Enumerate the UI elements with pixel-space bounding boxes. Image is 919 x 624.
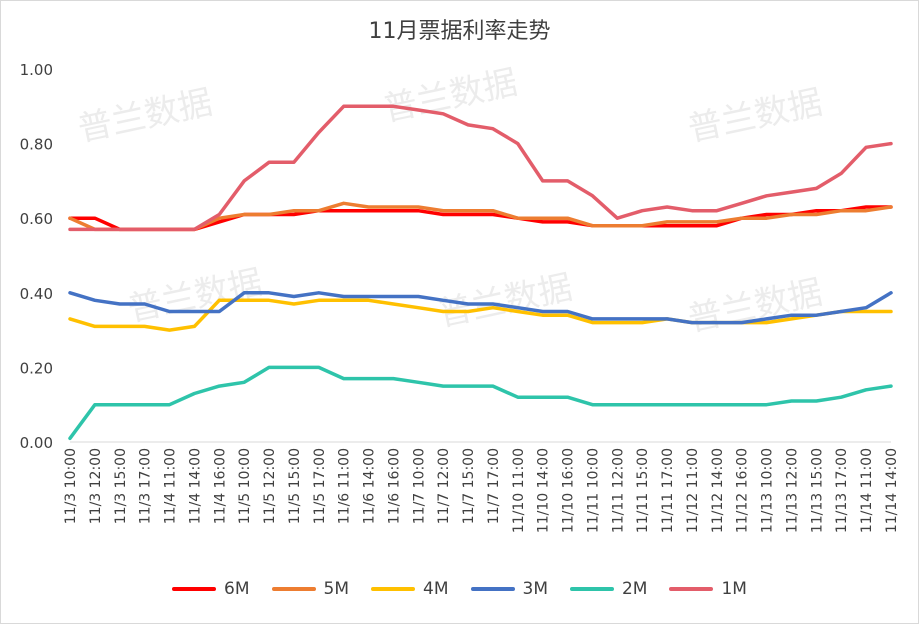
x-tick-label: 11/6 11:00: [337, 448, 353, 524]
chart-title: 11月票据利率走势: [368, 19, 551, 44]
x-tick-label: 11/13 12:00: [784, 448, 800, 533]
y-tick-label: 1.00: [20, 61, 53, 79]
x-tick-label: 11/14 14:00: [884, 448, 900, 533]
x-tick-label: 11/11 10:00: [585, 448, 601, 533]
legend-swatch: [669, 587, 714, 591]
x-tick-label: 11/12 16:00: [735, 448, 751, 533]
x-tick-label: 11/13 17:00: [834, 448, 850, 533]
x-tick-label: 11/5 12:00: [262, 448, 278, 524]
legend-label: 1M: [721, 579, 747, 599]
x-tick-label: 11/3 12:00: [88, 448, 104, 524]
legend-label: 4M: [423, 579, 449, 599]
x-tick-label: 11/11 12:00: [610, 448, 626, 533]
legend-item-2M: 2M: [569, 579, 648, 599]
legend-swatch: [569, 587, 614, 591]
legend-swatch: [371, 587, 416, 591]
watermark-text: 普兰数据: [685, 82, 826, 149]
x-tick-label: 11/5 15:00: [287, 448, 303, 524]
legend-swatch: [271, 587, 316, 591]
legend-item-6M: 6M: [172, 579, 250, 599]
legend-swatch: [172, 587, 217, 591]
legend-item-5M: 5M: [271, 579, 350, 599]
x-tick-label: 11/4 16:00: [212, 448, 228, 524]
legend-item-1M: 1M: [669, 579, 747, 599]
series-line-2M: [68, 365, 893, 441]
x-tick-label: 11/4 11:00: [163, 448, 179, 524]
x-tick-label: 11/3 15:00: [113, 448, 129, 524]
legend-label: 6M: [224, 579, 250, 599]
watermark-text: 普兰数据: [125, 262, 266, 329]
y-tick-label: 0.80: [20, 136, 53, 154]
y-tick-label: 0.20: [20, 359, 53, 377]
watermark-text: 普兰数据: [380, 62, 521, 129]
x-tick-label: 11/5 17:00: [312, 448, 328, 524]
legend-item-4M: 4M: [371, 579, 449, 599]
x-tick-label: 11/12 11:00: [685, 448, 701, 533]
x-tick-label: 11/12 14:00: [710, 448, 726, 533]
x-tick-label: 11/10 14:00: [536, 448, 552, 533]
y-tick-label: 0.00: [20, 434, 53, 452]
legend-item-3M: 3M: [470, 579, 548, 599]
x-tick-label: 11/14 11:00: [859, 448, 875, 533]
legend-swatch: [470, 587, 515, 591]
series-line-1M: [68, 104, 893, 232]
y-tick-label: 0.40: [20, 285, 53, 303]
x-tick-label: 11/7 15:00: [461, 448, 477, 524]
x-tick-label: 11/7 10:00: [411, 448, 427, 524]
watermark-text: 普兰数据: [685, 272, 826, 339]
x-tick-label: 11/10 16:00: [561, 448, 577, 533]
x-tick-label: 11/3 10:00: [63, 448, 79, 524]
legend-label: 5M: [323, 579, 350, 599]
x-tick-label: 11/4 14:00: [187, 448, 203, 524]
x-tick-label: 11/11 17:00: [660, 448, 676, 533]
x-tick-label: 11/5 10:00: [237, 448, 253, 524]
watermark-text: 普兰数据: [75, 82, 216, 149]
legend-label: 3M: [522, 579, 548, 599]
series-line-3M: [68, 291, 893, 325]
x-tick-label: 11/10 11:00: [511, 448, 527, 533]
x-tick-label: 11/7 12:00: [436, 448, 452, 524]
y-tick-label: 0.60: [20, 210, 53, 228]
legend-label: 2M: [621, 579, 648, 599]
series-line-4M: [68, 298, 893, 332]
x-tick-label: 11/13 10:00: [760, 448, 776, 533]
x-tick-label: 11/11 15:00: [635, 448, 651, 533]
chart-legend: 6M 5M 4M 3M 2M 1M: [1, 579, 918, 599]
x-tick-label: 11/6 14:00: [362, 448, 378, 524]
x-tick-label: 11/6 16:00: [386, 448, 402, 524]
x-tick-label: 11/7 17:00: [486, 448, 502, 524]
x-tick-label: 11/3 17:00: [138, 448, 154, 524]
series-line-5M: [68, 201, 893, 232]
x-tick-label: 11/13 15:00: [809, 448, 825, 533]
